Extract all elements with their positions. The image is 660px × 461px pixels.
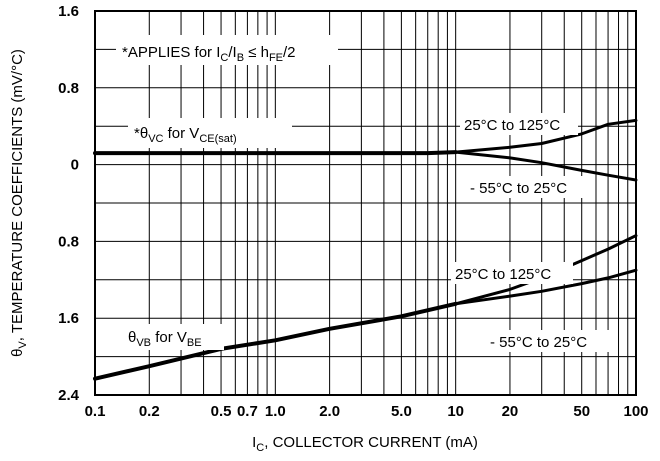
series-line (454, 268, 638, 306)
vb-hot-label-bg (451, 262, 573, 284)
theta-vb-label: θVB for VBE (128, 329, 202, 349)
x-axis-title: IC, COLLECTOR CURRENT (mA) (252, 434, 478, 454)
applies-label-bg (116, 35, 338, 65)
plot-frame (94, 10, 637, 396)
x-tick-label: 0.5 (211, 403, 232, 420)
series-line (93, 150, 458, 156)
series-line (93, 301, 458, 381)
series-line (454, 150, 638, 182)
vb-cold-label: - 55°C to 25°C (490, 334, 587, 351)
x-tick-label: 100 (623, 403, 648, 420)
x-tick-label: 20 (502, 403, 519, 420)
x-tick-label: 0.1 (85, 403, 106, 420)
x-tick-label: 50 (573, 403, 590, 420)
x-tick-label: 1.0 (265, 403, 286, 420)
vb-hot-label: 25°C to 125°C (455, 266, 551, 283)
x-tick-label: 5.0 (391, 403, 412, 420)
y-tick-label: 0 (71, 157, 79, 174)
y-tick-label: 1.6 (58, 3, 79, 20)
x-tick-label: 0.2 (139, 403, 160, 420)
theta-vc-label: *θVC for VCE(sat) (134, 125, 237, 145)
theta-vc-label-bg (128, 118, 292, 148)
applies-label: *APPLIES for IC/IB ≤ hFE/2 (122, 44, 296, 64)
x-tick-label: 0.7 (237, 403, 258, 420)
tick-labels: 0.1 0.2 0.5 0.7 1.0 2.0 5.0 10 20 50 100 1.6 0.8 0 0.8… (58, 3, 648, 420)
y-axis-title: θV, TEMPERATURE COEFFICIENTS (mV/°C) (9, 49, 29, 357)
y-tick-label: 0.8 (58, 80, 79, 97)
x-tick-label: 2.0 (319, 403, 340, 420)
vc-hot-label-bg (460, 113, 578, 135)
vb-cold-label-bg (486, 330, 614, 352)
series-line (454, 118, 638, 154)
vc-hot-label: 25°C to 125°C (464, 117, 560, 134)
vc-cold-label-bg (466, 176, 594, 198)
y-tick-label: 0.8 (58, 233, 79, 250)
vc-cold-label: - 55°C to 25°C (470, 180, 567, 197)
x-tick-label: 10 (447, 403, 464, 420)
y-tick-label: 1.6 (58, 310, 79, 327)
y-tick-label: 2.4 (58, 387, 80, 404)
theta-vb-label-bg (124, 324, 224, 350)
